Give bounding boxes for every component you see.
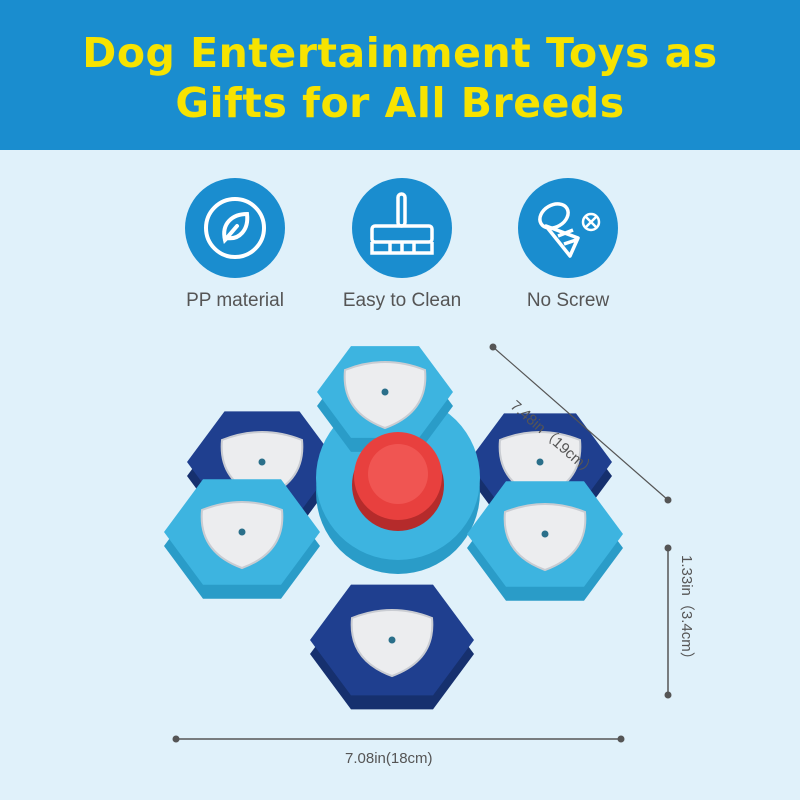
leaf-icon [185, 178, 285, 278]
title-line-2: Gifts for All Breeds [175, 79, 625, 127]
lid-hole [536, 458, 544, 466]
width-dimension-label: 7.08in(18cm) [345, 750, 433, 767]
lid-hole [541, 530, 549, 538]
feature-easy-clean: Easy to Clean [322, 178, 482, 312]
height-dimension-label: 1.33in（3.4cm） [678, 555, 695, 667]
dimension-endpoint [489, 343, 497, 351]
feature-label: No Screw [526, 290, 610, 311]
dimension-endpoint [172, 735, 180, 743]
broom-icon [352, 178, 452, 278]
page-title: Dog Entertainment Toys as Gifts for All … [0, 28, 800, 128]
dimension-endpoint [664, 544, 672, 552]
lid-hole [381, 388, 389, 396]
feature-label: Easy to Clean [342, 290, 462, 311]
feature-label: PP material [186, 290, 284, 311]
feature-no-screw: No Screw [488, 178, 648, 312]
lid-hole [238, 528, 246, 536]
title-line-1: Dog Entertainment Toys as [82, 29, 718, 77]
lid-hole [388, 636, 396, 644]
header-banner: Dog Entertainment Toys as Gifts for All … [0, 0, 800, 150]
diagonal-dimension-line [492, 346, 669, 501]
feature-pp-material: PP material [155, 178, 315, 312]
dimension-endpoint [664, 691, 672, 699]
no-screw-icon [518, 178, 618, 278]
lid-hole [258, 458, 266, 466]
button-top [368, 444, 428, 504]
dimension-endpoint [617, 735, 625, 743]
dimension-endpoint [664, 496, 672, 504]
